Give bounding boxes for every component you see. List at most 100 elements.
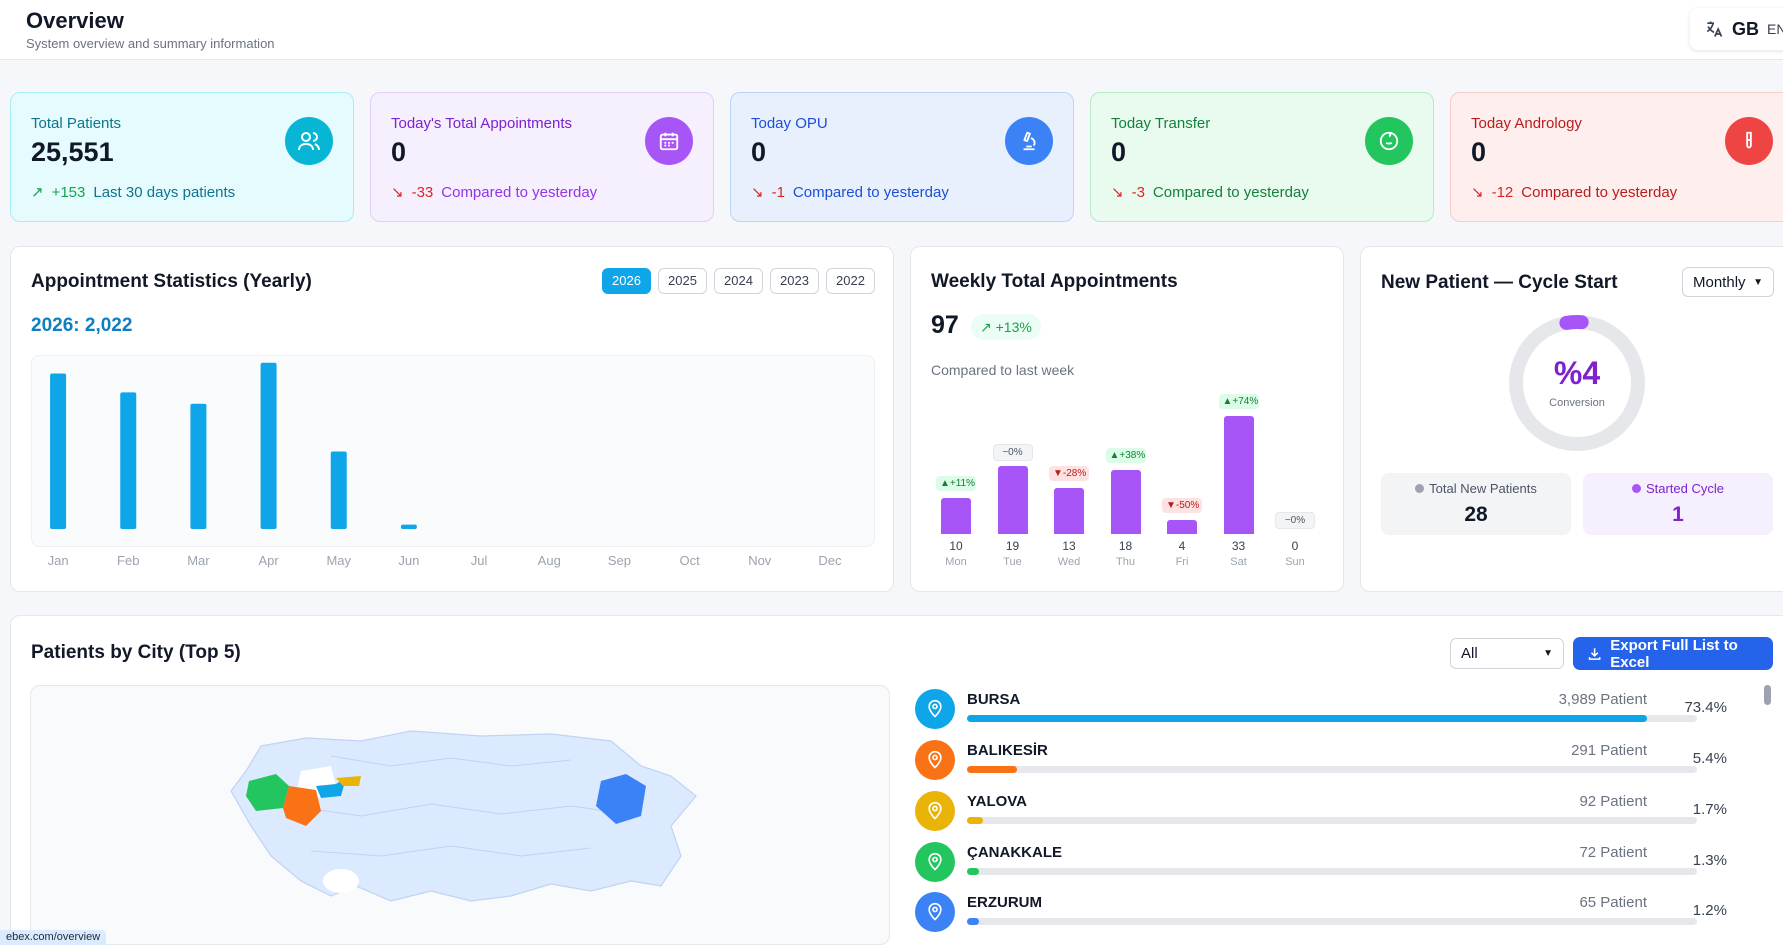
year-button-2026[interactable]: 2026: [602, 268, 651, 294]
stat-label: Today Transfer: [1111, 115, 1211, 132]
yearly-plot-area: [31, 355, 875, 547]
weekly-change-chip: ▲+11%: [936, 476, 976, 492]
city-progress-track: [967, 817, 1697, 824]
weekly-day-label: Mon: [945, 556, 967, 568]
weekly-value-label: 33: [1231, 539, 1246, 553]
translate-icon: [1706, 21, 1723, 37]
page-title: Overview: [26, 8, 124, 33]
city-count: 92 Patient: [1579, 793, 1647, 810]
city-row[interactable]: BALIKESİR 291 Patient 5.4%: [912, 738, 1762, 784]
yearly-bar-apr[interactable]: [260, 362, 277, 529]
city-count: 291 Patient: [1571, 742, 1647, 759]
weekly-value-label: 19: [1005, 539, 1020, 553]
city-progress-fill: [967, 766, 1018, 773]
city-count: 65 Patient: [1579, 894, 1647, 911]
month-label: Jun: [398, 553, 419, 568]
baby-icon: [1365, 117, 1413, 165]
city-percent: 1.7%: [1692, 801, 1727, 818]
weekly-change-badge: ↗ +13%: [971, 314, 1041, 340]
city-name: BALIKESİR: [967, 742, 1048, 759]
city-list-scrollbar[interactable]: [1764, 685, 1771, 705]
map-pin-icon: [915, 791, 955, 831]
weekly-chart: ▲+11% 10 Mon −0% 19 Tue ▼-28% 13 Wed ▲+38% 18 Thu ▼-…: [911, 247, 1345, 593]
weekly-bar-wed[interactable]: [1054, 487, 1084, 534]
city-row[interactable]: ÇANAKKALE 72 Patient 1.3%: [912, 840, 1762, 886]
year-total: 2026: 2,022: [31, 315, 133, 336]
stat-footer: ↘ -33 Compared to yesterday: [391, 183, 597, 202]
city-progress-fill: [967, 868, 980, 875]
weekly-bar-thu[interactable]: [1110, 469, 1141, 534]
yearly-bar-jan[interactable]: [50, 373, 67, 529]
city-title: Patients by City (Top 5): [31, 642, 241, 663]
weekly-change-chip: ▲+38%: [1105, 447, 1146, 463]
stat-card-transfer: Today Transfer 0 ↘ -3 Compared to yester…: [1090, 92, 1434, 222]
stat-note: Compared to yesterday: [792, 183, 949, 201]
stat-delta: -33: [411, 183, 434, 201]
yearly-bar-feb[interactable]: [120, 392, 137, 529]
trend-down-icon: ↘: [1471, 184, 1484, 201]
weekly-value-label: 4: [1178, 539, 1186, 553]
stat-footer: ↘ -12 Compared to yesterday: [1471, 183, 1677, 202]
stat-footer: ↘ -1 Compared to yesterday: [751, 183, 949, 202]
weekly-bar-mon[interactable]: [941, 498, 971, 534]
stat-value: 25,551: [31, 137, 114, 167]
year-button-2022[interactable]: 2022: [826, 268, 875, 294]
city-percent: 1.3%: [1692, 852, 1727, 869]
language-short: EN: [1767, 21, 1783, 37]
weekly-subtitle: Compared to last week: [931, 362, 1075, 378]
test-tube-icon: [1725, 117, 1773, 165]
yearly-bar-mar[interactable]: [190, 403, 207, 529]
page-subtitle: System overview and summary information: [26, 36, 275, 51]
started-cycle-box: Started Cycle 1: [1583, 473, 1773, 535]
city-row[interactable]: YALOVA 92 Patient 1.7%: [912, 789, 1762, 835]
weekly-day-label: Tue: [1003, 556, 1022, 568]
started-cycle-value: 1: [1672, 503, 1684, 526]
city-filter-select[interactable]: All ▼: [1450, 638, 1564, 669]
weekly-bar-fri[interactable]: [1167, 519, 1197, 534]
month-label: Apr: [258, 553, 279, 568]
period-value: Monthly: [1693, 273, 1746, 291]
year-button-2023[interactable]: 2023: [770, 268, 819, 294]
stat-label: Today's Total Appointments: [391, 115, 573, 132]
ring-progress: [1509, 315, 1645, 451]
yearly-bar-jun[interactable]: [400, 524, 417, 529]
city-row[interactable]: BURSA 3,989 Patient 73.4%: [912, 687, 1762, 733]
export-label: Export Full List to Excel: [1610, 636, 1738, 671]
city-row[interactable]: ERZURUM 65 Patient 1.2%: [912, 890, 1762, 936]
map-pin-icon: [915, 842, 955, 882]
stat-card-andrology: Today Andrology 0 ↘ -12 Compared to yest…: [1450, 92, 1783, 222]
weekly-value-label: 13: [1062, 539, 1076, 553]
yearly-bar-may[interactable]: [330, 451, 347, 529]
weekly-bar-tue[interactable]: [997, 466, 1028, 534]
period-select[interactable]: Monthly ▼: [1682, 267, 1774, 297]
year-button-2024[interactable]: 2024: [714, 268, 763, 294]
city-percent: 1.2%: [1692, 902, 1727, 919]
stat-value: 0: [1111, 137, 1127, 167]
weekly-day-label: Sat: [1230, 556, 1247, 568]
city-progress-fill: [967, 817, 983, 824]
purple-dot-icon: [1631, 484, 1641, 493]
chevron-down-icon: ▼: [1753, 276, 1763, 288]
weekly-change-chip: ▼-28%: [1049, 465, 1089, 481]
stat-card-opu: Today OPU 0 ↘ -1 Compared to yesterday: [730, 92, 1074, 222]
language-switcher[interactable]: GB EN: [1690, 8, 1783, 50]
month-label: May: [326, 553, 351, 568]
yearly-title: Appointment Statistics (Yearly): [31, 271, 312, 292]
weekly-change-value: +13%: [995, 319, 1032, 335]
weekly-value-label: 10: [949, 539, 963, 553]
stat-value: 0: [1471, 137, 1487, 167]
weekly-change-chip: −0%: [1275, 512, 1315, 529]
year-button-2025[interactable]: 2025: [658, 268, 707, 294]
weekly-bar-sat[interactable]: [1223, 416, 1254, 534]
microscope-icon: [1005, 117, 1053, 165]
weekly-change-chip: ▼-50%: [1162, 497, 1202, 513]
city-progress-fill: [967, 918, 980, 925]
turkey-map[interactable]: [30, 685, 890, 945]
stat-value: 0: [391, 137, 407, 167]
map-pin-icon: [915, 740, 955, 780]
city-progress-track: [967, 766, 1697, 773]
stat-card-appointments: Today's Total Appointments 0 ↘ -33 Compa…: [370, 92, 714, 222]
export-excel-button[interactable]: Export Full List to Excel: [1573, 636, 1773, 671]
trend-down-icon: ↘: [391, 184, 404, 201]
stat-note: Compared to yesterday: [1152, 183, 1309, 201]
